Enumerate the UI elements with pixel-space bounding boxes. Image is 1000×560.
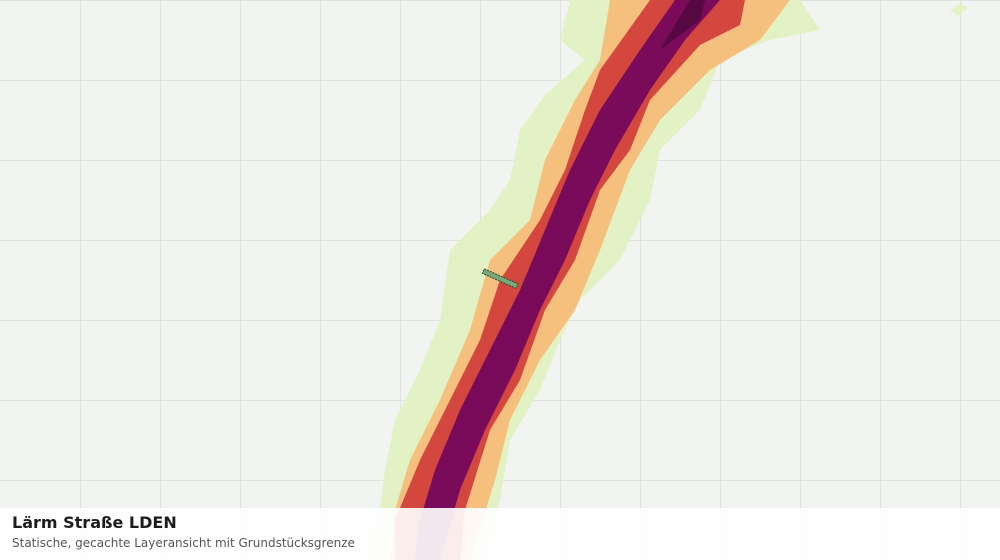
layer-title: Lärm Straße LDEN (12, 513, 177, 532)
noise-zone-very-high (415, 0, 720, 560)
noise-zone-max (660, 0, 705, 50)
noise-zone-low (950, 4, 968, 16)
parcel-boundary (481, 268, 519, 290)
caption-panel: Lärm Straße LDEN Statische, gecachte Lay… (0, 508, 1000, 560)
layer-subtitle: Statische, gecachte Layeransicht mit Gru… (12, 536, 355, 550)
